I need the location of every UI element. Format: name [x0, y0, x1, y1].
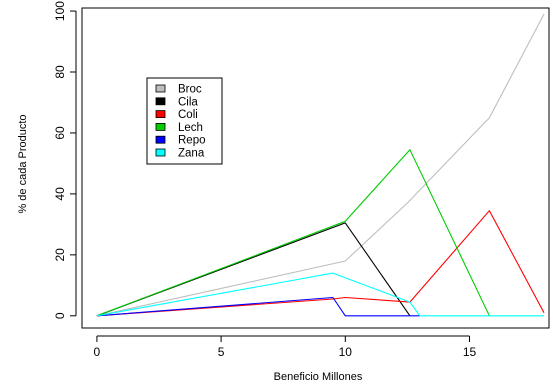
x-tick-label: 5: [218, 345, 225, 359]
legend-label-cila: Cila: [178, 96, 198, 108]
plot-area: [81, 7, 550, 329]
y-tick-label: 0: [53, 312, 67, 319]
y-axis-label: % de cada Producto: [17, 114, 29, 213]
legend-swatch-zana: [155, 148, 166, 157]
x-tick-label: 10: [339, 345, 353, 359]
legend-swatch-lech: [155, 123, 166, 131]
legend-swatch-coli: [155, 110, 166, 118]
y-tick-label: 20: [53, 248, 67, 262]
legend-label-coli: Coli: [178, 109, 198, 121]
legend-label-lech: Lech: [178, 122, 203, 134]
x-axis: 0 5 10 15: [94, 335, 477, 359]
x-tick-label: 15: [463, 345, 477, 359]
y-tick-label: 40: [53, 187, 67, 201]
legend-swatch-broc: [155, 84, 166, 93]
legend-swatch-repo: [155, 135, 166, 144]
series-line-cila: [96, 222, 411, 317]
legend-label-zana: Zana: [178, 148, 205, 160]
legend-label-repo: Repo: [178, 135, 206, 147]
series-line-repo: [96, 296, 420, 317]
legend-label-broc: Broc: [178, 84, 202, 96]
plot-frame: [81, 7, 550, 329]
y-tick-label: 60: [53, 126, 67, 140]
series-line-broc: [96, 13, 545, 317]
y-axis: 0 20 40 60 80 100: [53, 1, 77, 319]
y-tick-label: 100: [53, 1, 67, 21]
series-line-coli: [96, 210, 545, 317]
x-axis-label: Beneficio Millones: [274, 371, 363, 383]
y-tick-label: 80: [53, 65, 67, 79]
x-tick-label: 0: [94, 345, 101, 359]
legend-swatch-cila: [155, 97, 166, 106]
series-line-zana: [96, 272, 544, 317]
series-line-lech: [96, 149, 490, 317]
